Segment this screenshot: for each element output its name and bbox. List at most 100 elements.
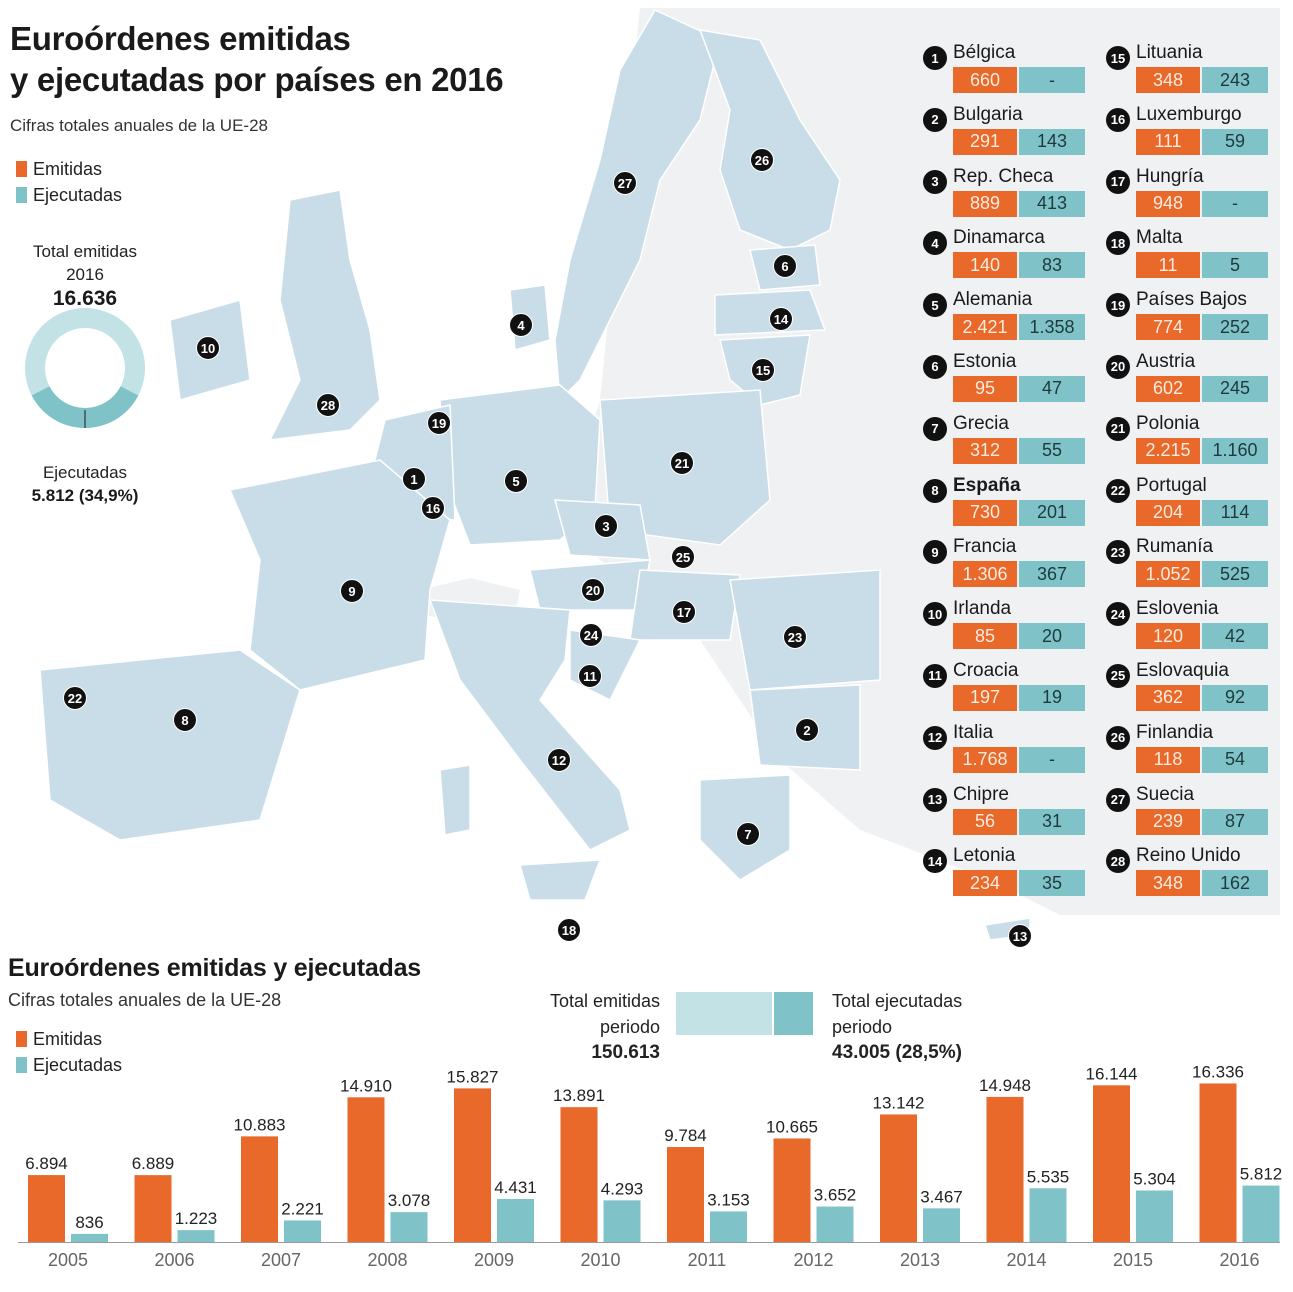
bar-emitidas-2011 (667, 1147, 704, 1242)
x-tick-2008: 2008 (367, 1250, 407, 1270)
country-number: 25 (1106, 663, 1130, 688)
bar-emitidas-2007 (241, 1136, 278, 1242)
bar-emitidas-2014 (986, 1096, 1024, 1242)
country-name: Reino Unido (1136, 845, 1241, 867)
country-ejecutadas: 114 (1202, 499, 1268, 526)
map-non-eu-land (560, 8, 1280, 915)
country-number: 11 (923, 663, 947, 688)
bar-label-ejecutadas-2015: 5.304 (1133, 1170, 1176, 1189)
country-emitidas: 1.306 (953, 561, 1017, 588)
country-number: 6 (923, 354, 947, 379)
country-number: 20 (1106, 354, 1130, 379)
country-number: 23 (1106, 540, 1130, 565)
map-sweden (554, 9, 721, 402)
bar-label-emitidas-2009: 15.827 (447, 1067, 499, 1086)
country-emitidas: 730 (953, 499, 1017, 526)
period-bar-emitidas (676, 992, 772, 1035)
bar-label-ejecutadas-2006: 1.223 (175, 1209, 218, 1228)
country-emitidas: 348 (1136, 870, 1200, 897)
bar-label-ejecutadas-2013: 3.467 (920, 1187, 963, 1206)
country-number: 18 (1106, 231, 1130, 256)
bar-label-emitidas-2011: 9.784 (664, 1126, 707, 1145)
bar-label-emitidas-2016: 16.336 (1192, 1062, 1244, 1081)
bar-label-ejecutadas-2016: 5.812 (1240, 1165, 1283, 1184)
map-marker-24: 24 (579, 623, 603, 647)
map-marker-3: 3 (594, 514, 618, 538)
period-emitidas-value: 150.613 (591, 1042, 660, 1063)
x-tick-2010: 2010 (580, 1250, 620, 1270)
map-marker-19: 19 (427, 411, 451, 435)
legend-label-ejecutadas: Ejecutadas (33, 184, 123, 205)
legend-item-ejecutadas: Ejecutadas (16, 182, 122, 208)
map-legend: Emitidas Ejecutadas (16, 156, 122, 208)
period-ejecutadas-line1: Total ejecutadas (832, 991, 963, 1011)
europe-map (40, 8, 1280, 940)
country-ejecutadas: 1.160 (1202, 437, 1268, 464)
x-tick-2016: 2016 (1219, 1250, 1259, 1270)
legend-item-emitidas: Emitidas (16, 1026, 122, 1052)
period-emitidas-line2: periodo (599, 1017, 660, 1037)
country-number: 1 (923, 46, 947, 70)
country-number: 24 (1106, 602, 1130, 627)
map-marker-6: 6 (773, 254, 797, 278)
country-number: 5 (923, 293, 947, 318)
legend-item-ejecutadas: Ejecutadas (16, 1052, 122, 1078)
bar-ejecutadas-2013 (923, 1208, 960, 1242)
donut-header: Total emitidas 2016 16.636 (10, 240, 160, 312)
bar-ejecutadas-2008 (390, 1212, 428, 1242)
donut-label-line1: Total emitidas (33, 242, 137, 261)
bar-label-ejecutadas-2007: 2.221 (281, 1199, 324, 1218)
bar-label-emitidas-2014: 14.948 (979, 1076, 1031, 1095)
country-ejecutadas: 92 (1202, 684, 1268, 711)
country-emitidas: 2.421 (953, 314, 1017, 341)
country-ejecutadas: 143 (1019, 128, 1085, 155)
country-emitidas: 774 (1136, 314, 1200, 341)
donut-total: 16.636 (52, 287, 118, 310)
map-marker-5: 5 (504, 469, 528, 493)
country-name: España (953, 474, 1021, 496)
map-uk (268, 189, 381, 441)
bar-label-emitidas-2006: 6.889 (132, 1154, 175, 1173)
bar-emitidas-2006 (134, 1175, 172, 1242)
country-name: Rumanía (1136, 536, 1214, 558)
country-name: Italia (953, 721, 994, 743)
title-line-2: y ejecutadas por países en 2016 (10, 61, 504, 98)
map-marker-23: 23 (783, 625, 807, 649)
country-name: Dinamarca (953, 227, 1045, 249)
country-emitidas: 602 (1136, 375, 1200, 402)
country-emitidas: 204 (1136, 499, 1200, 526)
map-marker-22: 22 (63, 686, 87, 710)
country-name: Eslovaquia (1136, 659, 1229, 681)
bar-ejecutadas-2007 (284, 1220, 321, 1242)
legend-swatch-emitidas (16, 1031, 27, 1047)
chart-legend: Emitidas Ejecutadas (16, 1026, 122, 1078)
legend-item-emitidas: Emitidas (16, 156, 122, 182)
country-number: 14 (923, 849, 947, 874)
yearly-bar-chart: 6.894 836 2005 6.889 1.223 2006 10.883 2.221 200… (18, 1062, 1283, 1270)
map-marker-13: 13 (1008, 924, 1032, 948)
period-ejecutadas: Total ejecutadas periodo 43.005 (28,5%) (832, 988, 1032, 1066)
country-name: Lituania (1136, 42, 1203, 63)
country-ejecutadas: 367 (1019, 561, 1085, 588)
period-bar-ejecutadas (774, 992, 813, 1035)
country-ejecutadas: 20 (1019, 623, 1085, 650)
legend-label-ejecutadas: Ejecutadas (33, 1054, 123, 1075)
country-emitidas: 11 (1136, 252, 1200, 279)
bar-ejecutadas-2006 (177, 1230, 215, 1242)
country-number: 9 (923, 540, 947, 565)
x-tick-2009: 2009 (474, 1250, 514, 1270)
bar-label-emitidas-2013: 13.142 (873, 1093, 925, 1112)
country-emitidas: 1.052 (1136, 561, 1200, 588)
country-emitidas: 56 (953, 808, 1017, 835)
country-number: 2 (923, 107, 947, 132)
title-line-1: Euroórdenes emitidas (10, 20, 351, 57)
country-ejecutadas: 5 (1202, 252, 1268, 279)
country-emitidas: 291 (953, 128, 1017, 155)
bar-ejecutadas-2015 (1136, 1190, 1173, 1242)
country-ejecutadas: 47 (1019, 375, 1085, 402)
bar-label-ejecutadas-2011: 3.153 (707, 1190, 750, 1209)
map-marker-26: 26 (750, 148, 774, 172)
country-name: Malta (1136, 227, 1183, 249)
period-ejecutadas-value: 43.005 (28,5%) (832, 1042, 962, 1063)
country-name: Países Bajos (1136, 289, 1247, 311)
